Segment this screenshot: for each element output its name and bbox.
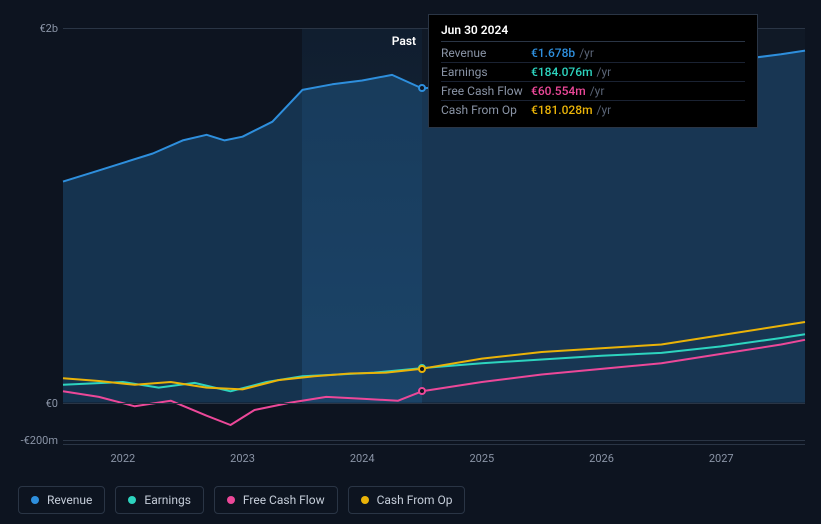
tooltip-row-unit: /yr — [597, 103, 612, 117]
tooltip-row-value: €184.076m — [531, 65, 593, 79]
revenue-marker — [418, 84, 426, 92]
x-axis-label: 2024 — [350, 452, 375, 465]
x-axis-label: 2022 — [110, 452, 135, 465]
tooltip-row-label: Earnings — [441, 65, 531, 79]
x-axis-label: 2026 — [589, 452, 614, 465]
fcf-marker — [418, 387, 426, 395]
legend-item-earnings[interactable]: Earnings — [115, 486, 204, 514]
tooltip-title: Jun 30 2024 — [441, 23, 745, 42]
x-axis-label: 2027 — [709, 452, 734, 465]
chart-legend: Revenue Earnings Free Cash Flow Cash From O… — [18, 486, 465, 514]
legend-label: Earnings — [144, 493, 191, 507]
legend-dot — [128, 496, 136, 504]
tooltip-row: Cash From Op€181.028m/yr — [441, 101, 745, 119]
y-axis-label: €2b — [18, 22, 58, 35]
tooltip-row-unit: /yr — [579, 46, 594, 60]
legend-dot — [361, 496, 369, 504]
chart-tooltip: Jun 30 2024 Revenue€1.678b/yrEarnings€18… — [428, 14, 758, 128]
y-axis-label: €0 — [18, 397, 58, 410]
y-axis-label: -€200m — [18, 434, 58, 447]
gridline — [63, 403, 805, 404]
tooltip-row: Free Cash Flow€60.554m/yr — [441, 82, 745, 101]
legend-item-free-cash-flow[interactable]: Free Cash Flow — [214, 486, 338, 514]
tooltip-row-value: €60.554m — [531, 84, 586, 98]
x-axis-label: 2023 — [230, 452, 255, 465]
legend-label: Revenue — [47, 493, 92, 507]
legend-item-cash-from-op[interactable]: Cash From Op — [348, 486, 466, 514]
tooltip-row-value: €181.028m — [531, 103, 593, 117]
tooltip-row: Earnings€184.076m/yr — [441, 63, 745, 82]
gridline — [63, 440, 805, 441]
tooltip-row-label: Free Cash Flow — [441, 84, 531, 98]
tooltip-row-value: €1.678b — [531, 46, 575, 60]
x-axis-line — [63, 444, 805, 445]
cfo-marker — [418, 365, 426, 373]
tooltip-row-label: Cash From Op — [441, 103, 531, 117]
legend-dot — [227, 496, 235, 504]
tooltip-row-label: Revenue — [441, 46, 531, 60]
tooltip-row-unit: /yr — [590, 84, 605, 98]
tooltip-row: Revenue€1.678b/yr — [441, 44, 745, 63]
x-axis-label: 2025 — [469, 452, 494, 465]
legend-dot — [31, 496, 39, 504]
legend-label: Free Cash Flow — [243, 493, 325, 507]
legend-label: Cash From Op — [377, 493, 453, 507]
legend-item-revenue[interactable]: Revenue — [18, 486, 105, 514]
tooltip-row-unit: /yr — [597, 65, 612, 79]
